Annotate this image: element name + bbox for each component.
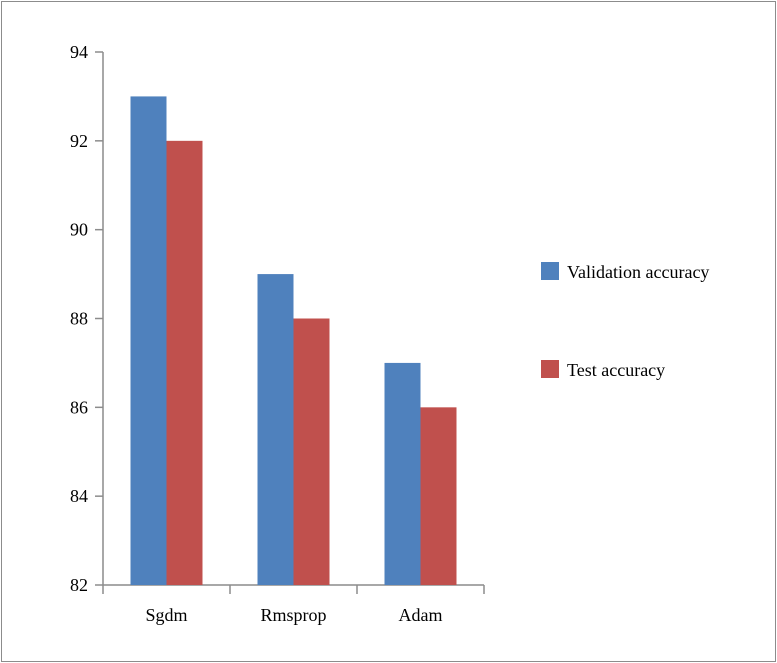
x-category-label: Adam: [399, 605, 443, 625]
bar-adam-test: [420, 407, 457, 585]
bar-rmsprop-validation: [257, 274, 294, 585]
y-tick-label: 90: [70, 220, 88, 240]
x-category-label: Sgdm: [145, 605, 187, 625]
y-tick-label: 92: [70, 131, 88, 151]
axes: 82 84 86 88 90 92 94 Sgdm Rmsprop Adam: [70, 42, 485, 625]
bar-rmsprop-test: [293, 318, 330, 585]
legend-swatch: [541, 360, 559, 378]
y-tick-label: 84: [70, 486, 88, 506]
y-tick-label: 94: [70, 42, 88, 62]
legend-swatch: [541, 262, 559, 280]
bar-sgdm-validation: [130, 96, 167, 586]
bar-sgdm-test: [166, 140, 203, 586]
y-tick-label: 86: [70, 397, 88, 417]
y-tick-label: 82: [70, 575, 88, 595]
bars: [130, 96, 457, 586]
legend: Validation accuracy Test accuracy: [541, 262, 709, 380]
legend-label: Test accuracy: [567, 360, 665, 380]
y-tick-label: 88: [70, 309, 88, 329]
bar-adam-validation: [384, 362, 421, 585]
x-category-label: Rmsprop: [260, 605, 326, 625]
legend-label: Validation accuracy: [567, 262, 709, 282]
